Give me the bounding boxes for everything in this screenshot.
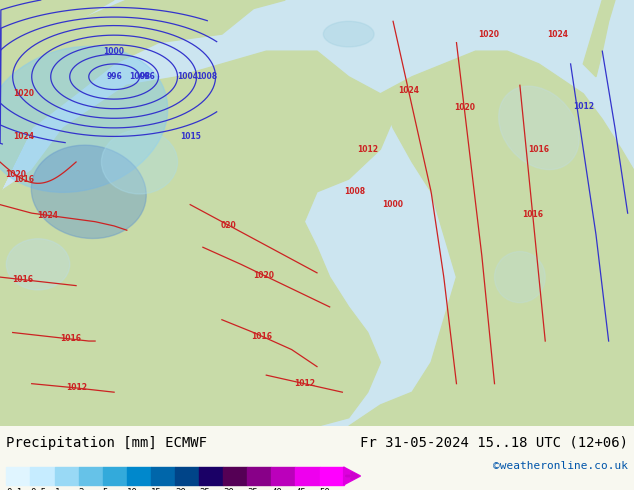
Text: Precipitation [mm] ECMWF: Precipitation [mm] ECMWF xyxy=(6,436,207,450)
Bar xyxy=(199,467,223,485)
Text: 10: 10 xyxy=(127,488,138,490)
Text: 1020: 1020 xyxy=(477,29,499,39)
Text: 1024: 1024 xyxy=(13,132,34,141)
Polygon shape xyxy=(344,467,361,485)
Text: 1004: 1004 xyxy=(178,72,198,81)
Text: 0.1: 0.1 xyxy=(6,488,22,490)
Text: 1016: 1016 xyxy=(528,145,550,154)
Polygon shape xyxy=(583,0,615,77)
Text: 1012: 1012 xyxy=(357,145,378,154)
Text: 50: 50 xyxy=(320,488,330,490)
Text: 1020: 1020 xyxy=(5,170,26,179)
Text: 1016: 1016 xyxy=(251,332,272,341)
Ellipse shape xyxy=(323,21,374,47)
Bar xyxy=(247,467,271,485)
Text: 30: 30 xyxy=(223,488,234,490)
Ellipse shape xyxy=(499,86,579,170)
Bar xyxy=(271,467,295,485)
Polygon shape xyxy=(0,0,285,298)
Text: 1020: 1020 xyxy=(253,271,275,280)
Text: 1012: 1012 xyxy=(66,384,87,392)
Text: 1012: 1012 xyxy=(294,379,315,388)
Polygon shape xyxy=(0,51,393,426)
Text: 35: 35 xyxy=(247,488,258,490)
Text: 1024: 1024 xyxy=(547,29,569,39)
Text: ©weatheronline.co.uk: ©weatheronline.co.uk xyxy=(493,462,628,471)
Ellipse shape xyxy=(6,239,70,290)
Text: 1024: 1024 xyxy=(37,211,58,220)
Text: 1015: 1015 xyxy=(180,132,200,141)
Text: 1016: 1016 xyxy=(60,335,81,343)
Text: 1008: 1008 xyxy=(197,72,217,81)
Text: 1016: 1016 xyxy=(13,174,34,184)
Text: 1000: 1000 xyxy=(382,200,404,209)
Bar xyxy=(151,467,175,485)
Text: 1016: 1016 xyxy=(522,210,543,219)
Bar xyxy=(175,467,199,485)
Text: 1012: 1012 xyxy=(573,102,594,111)
Text: 1008: 1008 xyxy=(344,187,366,196)
Text: 20: 20 xyxy=(175,488,186,490)
Text: 1020: 1020 xyxy=(13,89,34,98)
Ellipse shape xyxy=(0,47,168,193)
Text: 5: 5 xyxy=(103,488,108,490)
Text: 996: 996 xyxy=(107,72,122,81)
Text: 40: 40 xyxy=(271,488,282,490)
Text: 1: 1 xyxy=(55,488,60,490)
Bar xyxy=(79,467,103,485)
Text: 15: 15 xyxy=(151,488,162,490)
Text: 1008: 1008 xyxy=(129,72,150,81)
Bar xyxy=(295,467,320,485)
Text: 1000: 1000 xyxy=(103,47,125,56)
Bar xyxy=(30,467,55,485)
Text: Fr 31-05-2024 15..18 UTC (12+06): Fr 31-05-2024 15..18 UTC (12+06) xyxy=(359,436,628,450)
Bar xyxy=(55,467,79,485)
Ellipse shape xyxy=(495,251,545,303)
Text: 25: 25 xyxy=(199,488,210,490)
Bar xyxy=(127,467,151,485)
Text: 45: 45 xyxy=(295,488,306,490)
Text: 1016: 1016 xyxy=(13,275,34,284)
Ellipse shape xyxy=(101,130,178,194)
Bar xyxy=(6,467,30,485)
Text: 1020: 1020 xyxy=(454,103,475,112)
Bar xyxy=(223,467,247,485)
Text: 020: 020 xyxy=(221,221,236,230)
Ellipse shape xyxy=(31,145,146,239)
Text: 2: 2 xyxy=(79,488,84,490)
Bar xyxy=(320,467,344,485)
Polygon shape xyxy=(349,51,634,426)
Polygon shape xyxy=(0,0,114,192)
Text: 1024: 1024 xyxy=(398,86,419,95)
Bar xyxy=(103,467,127,485)
Text: 996: 996 xyxy=(139,72,155,81)
Text: 0.5: 0.5 xyxy=(30,488,46,490)
